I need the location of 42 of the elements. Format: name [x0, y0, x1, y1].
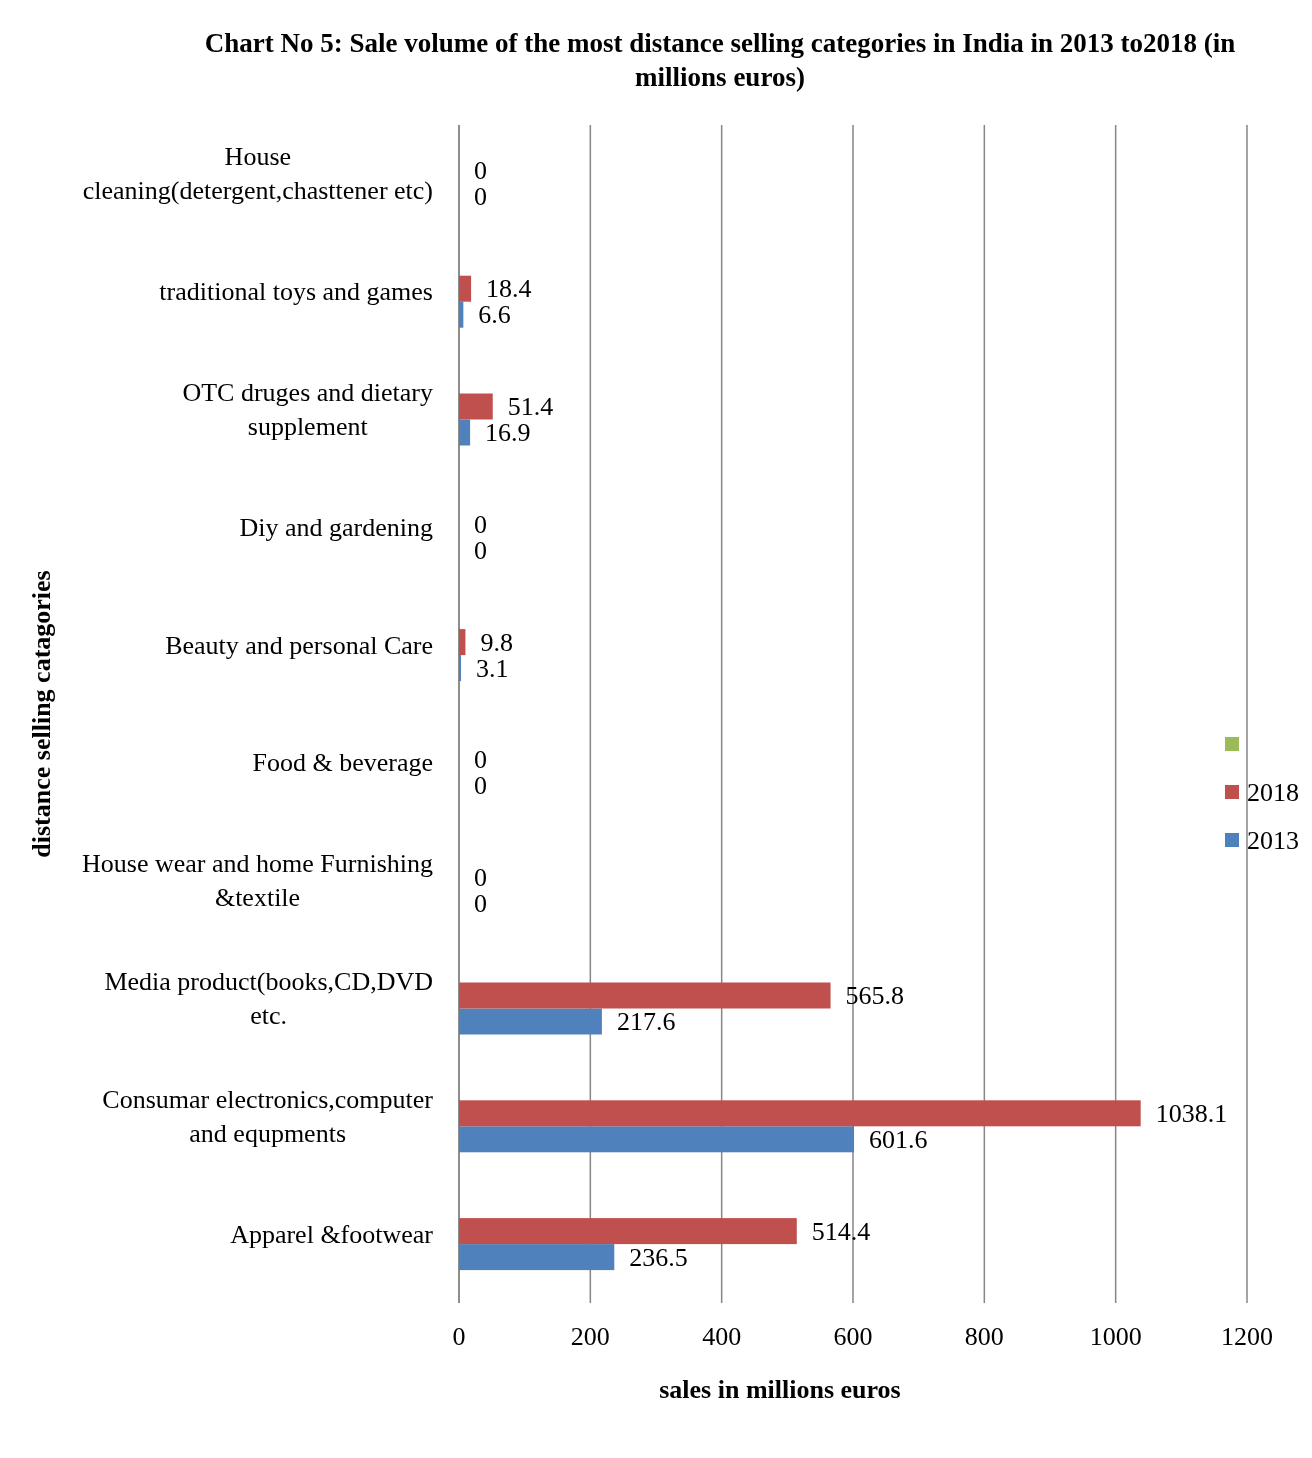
data-label: 1038.1: [1155, 1098, 1228, 1128]
y-tick-label: House cleaning(detergent,chasttener etc): [82, 142, 433, 206]
bar: [459, 301, 464, 328]
data-label: 514.4: [811, 1216, 871, 1246]
x-tick-label: 200: [570, 1321, 610, 1351]
x-tick-label: 1000: [1089, 1321, 1142, 1351]
legend-label: 2013: [1247, 825, 1299, 855]
chart-title: Chart No 5: Sale volume of the most distance selling categories in India in 2013 to2018 (in millions euros): [204, 28, 1236, 92]
y-tick-label: Media product(books,CD,DVD etc.: [104, 967, 434, 1030]
y-tick-label: OTC druges and dietary supplement: [182, 378, 433, 441]
bar: [459, 1100, 1141, 1127]
data-label: 565.8: [845, 981, 905, 1010]
x-tick-label: 1200: [1221, 1321, 1273, 1351]
data-label: 51.4: [507, 392, 554, 421]
data-label: 16.9: [485, 418, 531, 447]
x-tick-label: 800: [964, 1321, 1004, 1351]
bar: [459, 629, 466, 656]
y-tick-label: traditional toys and games: [159, 277, 434, 307]
y-axis-title: distance selling catagories: [26, 570, 56, 858]
bar: [459, 419, 471, 446]
x-tick-label: 0: [452, 1321, 466, 1351]
bar: [459, 1008, 602, 1035]
bar: [459, 982, 831, 1009]
bar: [459, 655, 462, 682]
y-tick-label: Food & beverage: [252, 748, 434, 778]
legend-label: 2018: [1247, 777, 1299, 807]
y-tick-label: Consumar electronics,computer and equpments: [102, 1084, 434, 1148]
y-tick-label: House wear and home Furnishing &textile: [82, 849, 433, 913]
y-tick-label: Diy and gardening: [239, 512, 434, 542]
x-axis-title: sales in millions euros: [659, 1374, 901, 1404]
x-tick-label: 400: [702, 1321, 742, 1351]
data-label: 236.5: [629, 1242, 688, 1272]
x-tick-label: 600: [833, 1321, 873, 1351]
y-tick-label: Apparel &footwear: [230, 1219, 434, 1249]
bar: [459, 1244, 615, 1271]
bar: [459, 393, 493, 420]
bar: [459, 275, 472, 302]
y-tick-label: Beauty and personal Care: [165, 630, 434, 660]
data-label: 217.6: [616, 1007, 676, 1036]
bar: [459, 1218, 797, 1245]
bar: [459, 1126, 855, 1153]
data-label: 601.6: [869, 1124, 928, 1154]
